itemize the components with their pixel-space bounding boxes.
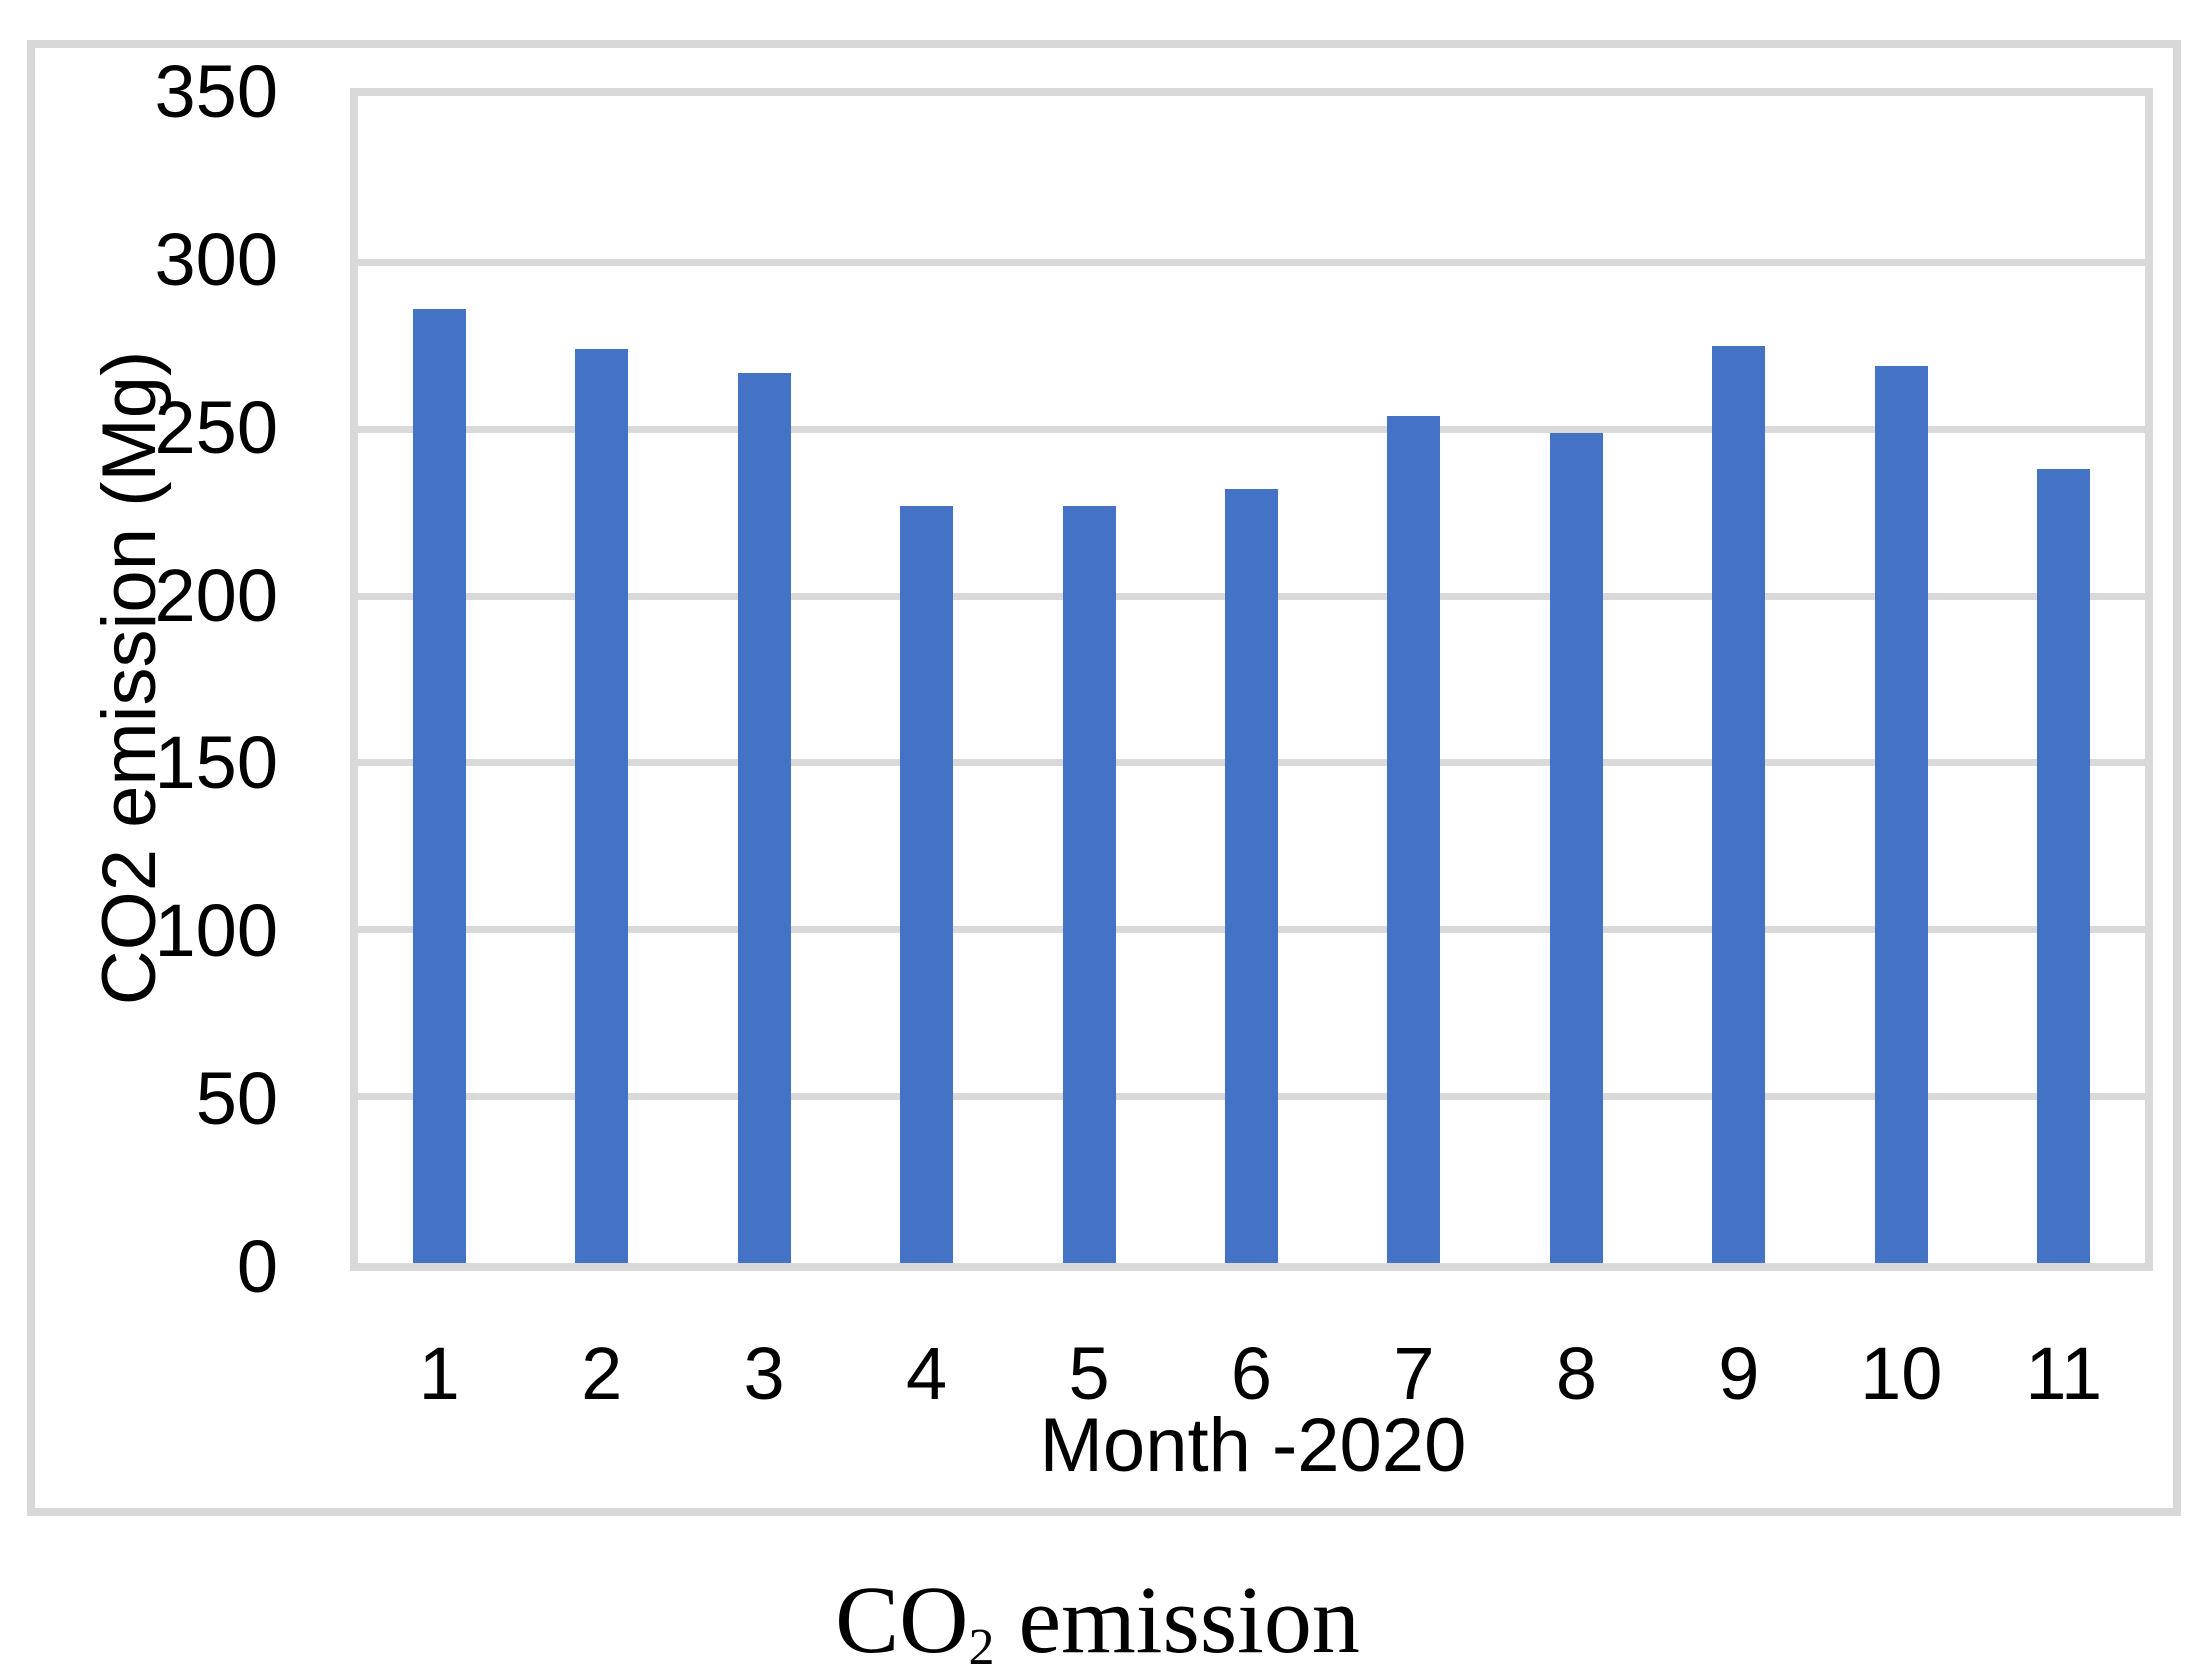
x-tick-label-6: 6	[1230, 1332, 1273, 1415]
y-tick-label-300: 300	[154, 217, 278, 301]
x-tick-label-8: 8	[1555, 1332, 1597, 1415]
x-tick-label-4: 4	[906, 1332, 948, 1415]
x-tick-label-7: 7	[1393, 1332, 1435, 1415]
bar-month-9	[1712, 346, 1766, 1263]
bar-month-1	[412, 309, 466, 1263]
y-tick-label-200: 200	[154, 553, 278, 637]
x-tick-label-2: 2	[581, 1332, 623, 1415]
x-tick-label-5: 5	[1068, 1332, 1110, 1415]
y-tick-label-250: 250	[154, 385, 278, 469]
x-tick-label-10: 10	[1860, 1332, 1943, 1415]
bar-month-6	[1225, 489, 1278, 1263]
bar-month-10	[1874, 366, 1928, 1263]
bar-month-7	[1387, 416, 1441, 1263]
gridline-300	[358, 259, 2145, 267]
bar-month-8	[1549, 432, 1603, 1263]
bar-month-5	[1062, 506, 1116, 1263]
x-tick-label-9: 9	[1718, 1332, 1760, 1415]
y-axis-title: CO2 emission (Mg)	[87, 350, 172, 1006]
figure-caption: CO2 emission	[0, 1566, 2195, 1674]
x-tick-label-1: 1	[418, 1332, 460, 1415]
y-tick-label-350: 350	[154, 50, 278, 133]
y-tick-label-0: 0	[236, 1225, 278, 1308]
bar-month-4	[900, 506, 954, 1263]
bar-month-3	[737, 372, 791, 1263]
y-tick-label-50: 50	[195, 1057, 278, 1141]
bar-month-11	[2037, 469, 2091, 1263]
y-tick-label-100: 100	[154, 889, 278, 973]
gridline-250	[358, 425, 2145, 433]
caption-suffix: emission	[994, 1566, 1360, 1673]
bar-month-2	[575, 349, 629, 1263]
x-axis-title: Month -2020	[1039, 1403, 1467, 1488]
plot-area	[350, 88, 2153, 1271]
x-tick-label-3: 3	[743, 1332, 785, 1415]
caption-subscript: 2	[968, 1619, 995, 1676]
y-tick-label-150: 150	[154, 721, 278, 805]
caption-prefix: CO	[835, 1566, 969, 1673]
x-tick-label-11: 11	[2025, 1332, 2103, 1415]
